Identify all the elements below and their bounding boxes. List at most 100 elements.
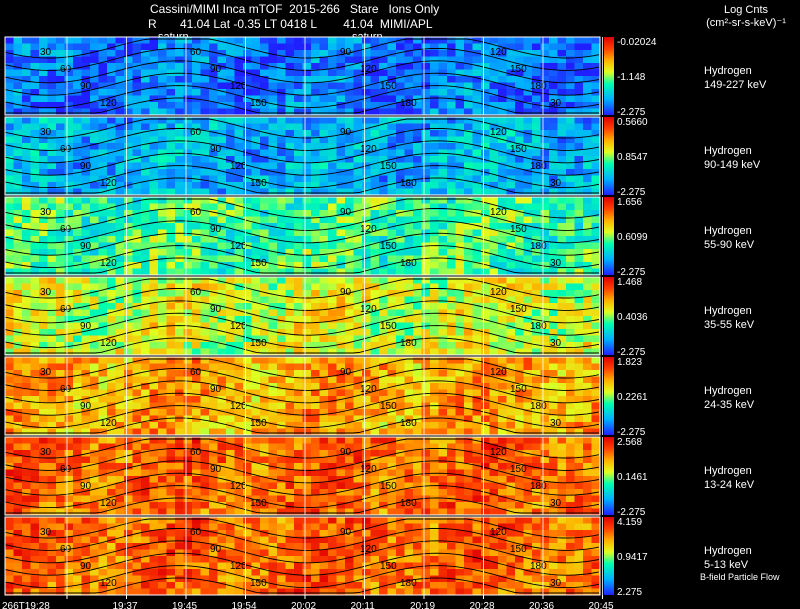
heatmap-cell	[158, 149, 167, 157]
heatmap-cell	[370, 236, 380, 243]
heatmap-cell	[540, 296, 550, 304]
heatmap-cell	[387, 389, 397, 397]
heatmap-cell	[345, 437, 354, 444]
heatmap-cell	[566, 283, 575, 291]
heatmap-cell	[175, 255, 184, 263]
heatmap-cell	[277, 335, 286, 343]
heatmap-cell	[149, 463, 159, 470]
heatmap-cell	[234, 409, 244, 416]
heatmap-cell	[132, 316, 142, 323]
heatmap-cell	[515, 329, 524, 336]
heatmap-cell	[481, 437, 490, 444]
heatmap-cell	[285, 309, 295, 317]
heatmap-cell	[13, 210, 23, 217]
heatmap-cell	[132, 376, 142, 384]
heatmap-cell	[362, 463, 371, 470]
heatmap-cell	[234, 210, 244, 217]
heatmap-cell	[566, 335, 575, 343]
heatmap-cell	[498, 335, 507, 343]
heatmap-cell	[549, 188, 558, 196]
heatmap-cell	[566, 290, 575, 297]
heatmap-cell	[124, 56, 133, 64]
heatmap-cell	[353, 383, 363, 390]
heatmap-cell	[183, 422, 193, 429]
heatmap-cell	[362, 117, 371, 124]
heatmap-cell	[506, 149, 516, 157]
heatmap-cell	[158, 422, 167, 429]
heatmap-cell	[557, 296, 567, 304]
heatmap-cell	[30, 43, 40, 51]
heatmap-cell	[234, 469, 244, 477]
heatmap-cell	[498, 89, 507, 96]
heatmap-cell	[22, 290, 31, 297]
heatmap-cell	[183, 329, 193, 336]
heatmap-cell	[234, 322, 244, 330]
heatmap-cell	[302, 476, 312, 483]
heatmap-cell	[532, 56, 541, 64]
heatmap-cell	[370, 262, 380, 269]
heatmap-cell	[13, 376, 23, 384]
heatmap-cell	[472, 389, 482, 397]
heatmap-cell	[421, 456, 431, 464]
heatmap-cell	[532, 469, 541, 477]
heatmap-cell	[583, 229, 592, 237]
heatmap-cell	[30, 169, 40, 176]
heatmap-cell	[506, 203, 516, 211]
heatmap-cell	[404, 102, 414, 109]
heatmap-cell	[73, 82, 82, 90]
heatmap-cell	[396, 229, 405, 237]
heatmap-cell	[489, 188, 499, 196]
heatmap-cell	[353, 236, 363, 243]
heatmap-cell	[64, 50, 74, 57]
heatmap-cell	[336, 309, 346, 317]
heatmap-cell	[115, 469, 125, 477]
heatmap-cell	[200, 357, 210, 364]
heatmap-cell	[192, 422, 201, 429]
heatmap-cell	[438, 117, 448, 124]
heatmap-cell	[5, 169, 14, 176]
heatmap-cell	[98, 255, 108, 263]
heatmap-cell	[566, 268, 575, 276]
heatmap-cell	[345, 482, 354, 490]
heatmap-cell	[438, 175, 448, 183]
heatmap-cell	[73, 268, 82, 276]
heatmap-cell	[22, 262, 31, 269]
heatmap-cell	[81, 329, 91, 336]
heatmap-cell	[455, 389, 465, 397]
heatmap-cell	[396, 428, 405, 436]
heatmap-cell	[243, 363, 252, 371]
heatmap-cell	[90, 123, 99, 131]
heatmap-cell	[5, 43, 14, 51]
heatmap-cell	[243, 450, 252, 457]
heatmap-cell	[540, 450, 550, 457]
heatmap-cell	[285, 277, 295, 284]
heatmap-cell	[5, 89, 14, 96]
heatmap-cell	[251, 50, 261, 57]
heatmap-cell	[192, 123, 201, 131]
heatmap-cell	[396, 76, 405, 83]
heatmap-cell	[557, 143, 567, 150]
heatmap-cell	[200, 249, 210, 256]
heatmap-cell	[243, 156, 252, 163]
heatmap-cell	[217, 203, 227, 211]
heatmap-cell	[362, 175, 371, 183]
heatmap-cell	[345, 50, 354, 57]
heatmap-cell	[209, 102, 218, 109]
heatmap-cell	[251, 383, 261, 390]
heatmap-cell	[455, 37, 465, 44]
heatmap-cell	[438, 37, 448, 44]
heatmap-cell	[523, 335, 533, 343]
heatmap-cell	[243, 197, 252, 204]
heatmap-cell	[98, 450, 108, 457]
heatmap-cell	[379, 262, 388, 269]
heatmap-cell	[455, 242, 465, 250]
heatmap-cell	[566, 123, 575, 131]
heatmap-cell	[158, 428, 167, 436]
heatmap-cell	[81, 149, 91, 157]
heatmap-cell	[285, 149, 295, 157]
heatmap-cell	[132, 443, 142, 451]
heatmap-cell	[47, 322, 57, 330]
energy-label: 55-90 keV	[704, 239, 755, 251]
heatmap-cell	[421, 396, 431, 403]
heatmap-cell	[124, 188, 133, 196]
